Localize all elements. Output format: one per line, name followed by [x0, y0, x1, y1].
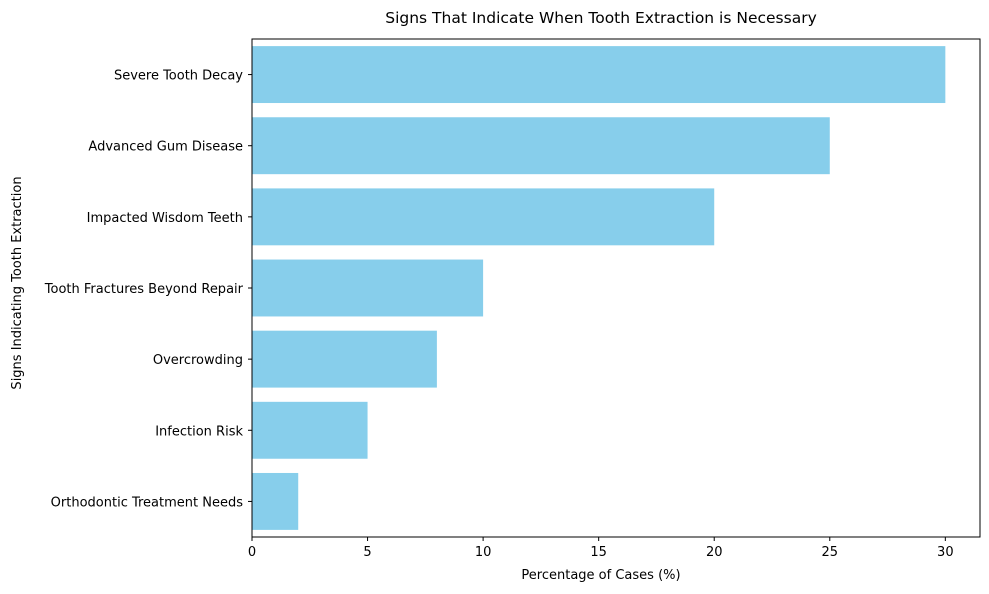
chart-title: Signs That Indicate When Tooth Extractio…: [385, 9, 817, 27]
bar-3: [252, 259, 484, 317]
bar-4: [252, 330, 437, 388]
bar-6: [252, 472, 299, 530]
y-tick-label: Infection Risk: [155, 424, 243, 439]
y-tick-label: Severe Tooth Decay: [114, 69, 243, 84]
x-tick-label: 25: [822, 545, 839, 560]
x-tick-label: 15: [590, 545, 607, 560]
y-tick-label: Orthodontic Treatment Needs: [51, 495, 244, 510]
bar-0: [252, 46, 946, 104]
bars-layer: [252, 46, 946, 530]
y-tick-label: Tooth Fractures Beyond Repair: [44, 282, 244, 297]
y-axis-label: Signs Indicating Tooth Extraction: [10, 176, 25, 389]
ticks-layer: Severe Tooth Decay Advanced Gum Disease Im…: [44, 69, 954, 560]
x-tick-label: 20: [706, 545, 723, 560]
x-tick-label: 5: [363, 545, 371, 560]
x-axis-label: Percentage of Cases (%): [521, 568, 680, 583]
y-tick-label: Overcrowding: [153, 353, 243, 368]
x-tick-label: 30: [937, 545, 954, 560]
bar-5: [252, 401, 368, 459]
bar-2: [252, 188, 715, 246]
y-tick-label: Impacted Wisdom Teeth: [87, 211, 243, 226]
x-tick-label: 10: [475, 545, 492, 560]
x-tick-label: 0: [248, 545, 256, 560]
y-tick-label: Advanced Gum Disease: [88, 140, 243, 155]
bar-1: [252, 117, 830, 175]
